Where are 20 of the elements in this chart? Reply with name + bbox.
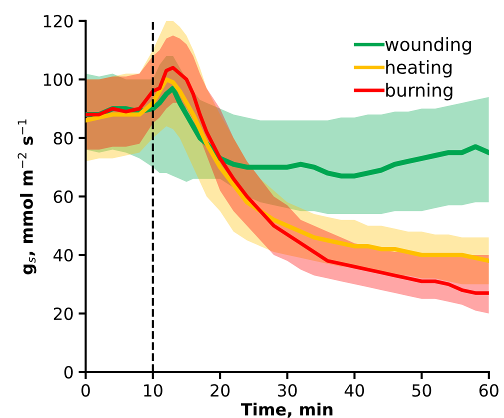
y-tick-label: 60 [54, 190, 73, 204]
x-tick-label: 20 [210, 384, 230, 397]
y-tick-label: 0 [64, 366, 73, 379]
legend-label: wounding [385, 37, 471, 55]
y-tick-label: 40 [53, 248, 73, 262]
y-axis-title: g$_{s}$, mmol m$^{−2}$ s$^{−1}$ [18, 119, 36, 274]
y-tick-label: 80 [54, 132, 73, 145]
legend-label: heating [386, 60, 452, 78]
y-tick-label: 20 [54, 307, 73, 320]
x-tick-label: 50 [412, 384, 432, 397]
y-tick-label: 120 [44, 14, 73, 28]
line-series [86, 77, 489, 263]
y-tick-label: 100 [44, 73, 73, 86]
x-tick-label: 60 [479, 384, 498, 397]
x-tick-label: 30 [278, 384, 297, 397]
x-tick-label: 0 [81, 384, 90, 397]
legend-label: burning [386, 82, 452, 100]
x-tick-label: 40 [344, 384, 364, 397]
x-axis-title: Time, min [240, 402, 332, 418]
x-tick-label: 10 [144, 384, 162, 397]
